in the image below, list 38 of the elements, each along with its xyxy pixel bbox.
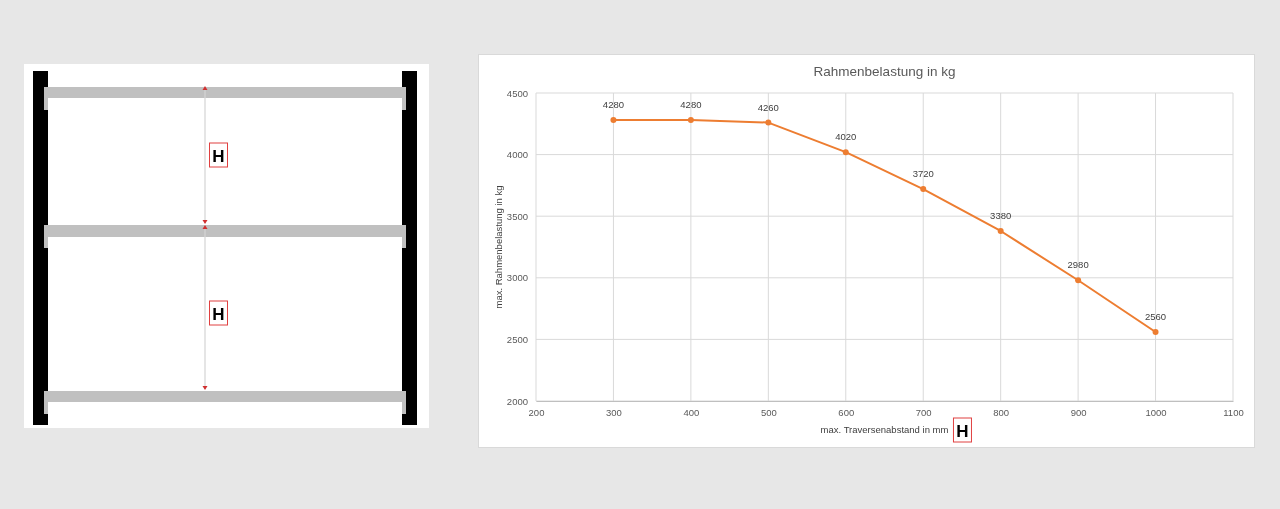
point — [610, 117, 617, 124]
data-label: 4280 — [680, 99, 702, 111]
data-label: 2560 — [1144, 311, 1167, 323]
point — [687, 117, 694, 124]
y-tick-label: 4000 — [506, 149, 528, 161]
x-tick-label: 500 — [760, 406, 777, 418]
x-axis-title: max. Traversenabstand in mm — [820, 424, 949, 435]
data-label: 4260 — [757, 101, 779, 113]
y-tick-label: 3000 — [506, 272, 528, 284]
x-tick-label: 1000 — [1145, 406, 1167, 418]
chart-title: Rahmenbelastung in kg — [813, 64, 956, 79]
x-tick-label: 600 — [838, 406, 855, 418]
data-label: 4020 — [835, 131, 857, 143]
text: H — [212, 304, 225, 324]
x-tick-label: 300 — [606, 406, 622, 418]
x-tick-label: 1100 — [1223, 406, 1244, 418]
point — [1075, 277, 1082, 284]
point — [997, 227, 1004, 234]
point — [765, 119, 772, 126]
data-label: 3720 — [912, 168, 934, 180]
x-tick-label: 200 — [528, 406, 545, 418]
x-tick-label: 800 — [993, 406, 1010, 418]
y-tick-label: 4500 — [506, 87, 528, 99]
y-axis-title: max. Rahmenbelastung in kg — [493, 185, 504, 309]
x-tick-label: 700 — [915, 406, 932, 418]
data-label: 2980 — [1067, 259, 1089, 271]
y-tick-label: 3500 — [506, 210, 528, 222]
y-tick-label: 2500 — [506, 333, 528, 345]
text: H — [212, 146, 225, 166]
point — [842, 149, 849, 156]
y-tick-label: 2000 — [506, 395, 528, 407]
x-tick-label: 400 — [683, 406, 700, 418]
data-label: 4280 — [602, 99, 625, 111]
text: H — [956, 421, 969, 441]
data-label: 3380 — [990, 209, 1012, 221]
x-tick-label: 900 — [1070, 406, 1087, 418]
point — [920, 186, 927, 193]
point — [1152, 329, 1159, 336]
